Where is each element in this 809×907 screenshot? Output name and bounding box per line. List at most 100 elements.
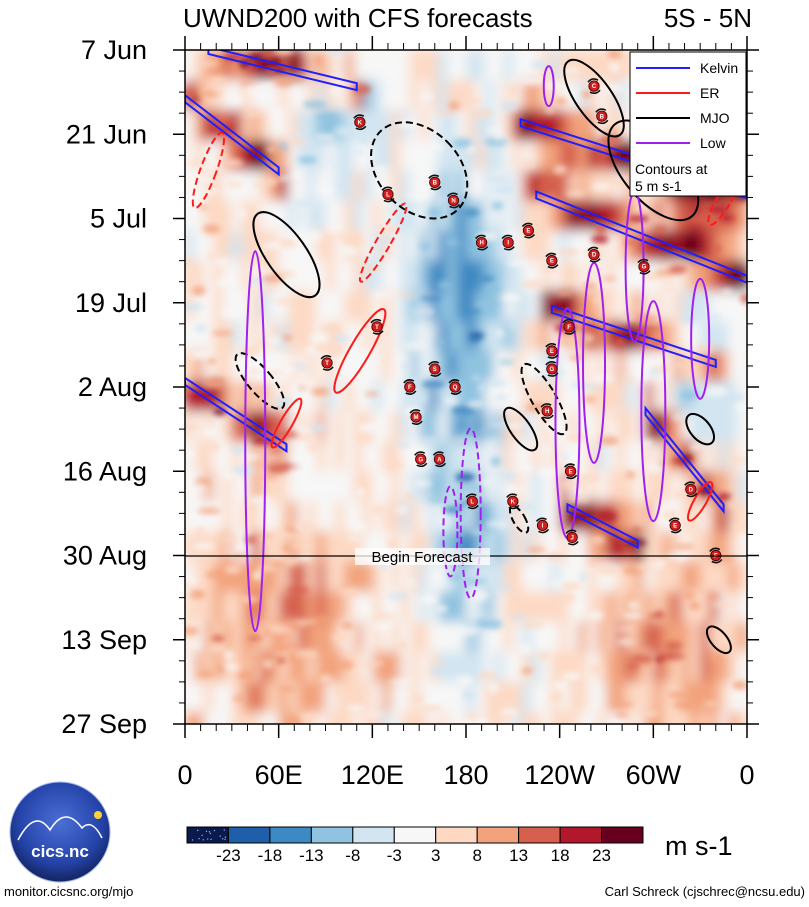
axes: 7 Jun 21 Jun 5 Jul 19 Jul 2 Aug 16 Aug 30 Aug 1… — [61, 35, 759, 790]
kelvin-contour — [550, 304, 717, 369]
chart-title: UWND200 with CFS forecasts — [183, 3, 533, 33]
cyclone-letter: D — [689, 487, 694, 493]
wind-field-detail-layer — [185, 50, 747, 724]
tropical-cyclone-marker: F — [562, 318, 576, 335]
tropical-cyclone-marker: K — [506, 493, 520, 510]
cyclone-letter: M — [414, 415, 419, 421]
kelvin-contour — [535, 189, 747, 284]
footer-author: Carl Schreck (cjschrec@ncsu.edu) — [605, 884, 805, 899]
colorbar-stipple — [191, 839, 194, 841]
cyclone-icon — [466, 495, 478, 507]
contour-note-line1: Contours at — [635, 161, 707, 177]
colorbar-units: m s-1 — [665, 831, 733, 861]
cyclone-icon — [546, 345, 558, 357]
colorbar-stipple — [197, 829, 199, 832]
low-contour — [690, 277, 711, 400]
cyclone-icon — [502, 236, 514, 249]
colorbar-label: 18 — [551, 846, 570, 865]
cyclone-icon — [321, 357, 333, 369]
tropical-cyclone-marker: I — [501, 234, 515, 251]
colorbar-label: -18 — [258, 846, 283, 865]
cyclone-icon — [685, 483, 697, 495]
cyclone-icon — [429, 176, 441, 188]
cyclone-letter: D — [592, 253, 597, 259]
legend-label: MJO — [700, 110, 730, 126]
legend-item-low: Low — [636, 135, 727, 151]
y-tick-label: 7 Jun — [81, 35, 147, 65]
cyclone-letter: I — [542, 524, 544, 530]
er-contour — [270, 397, 303, 449]
x-tick-label: 0 — [177, 760, 192, 790]
colorbar-stipple — [205, 830, 208, 833]
cyclone-icon — [596, 110, 608, 122]
colorbar-stipple — [209, 832, 212, 835]
mjo-contour — [520, 362, 568, 436]
tropical-cyclone-marker: D — [684, 481, 698, 498]
mjo-contour — [503, 406, 539, 452]
cyclone-letter: G — [642, 265, 647, 271]
cyclone-icon — [546, 363, 558, 375]
cyclone-letter: G — [550, 367, 555, 373]
cyclone-letter: A — [437, 457, 442, 463]
cyclone-icon — [476, 236, 488, 249]
x-tick-label: 120E — [341, 760, 404, 790]
er-contour — [358, 202, 408, 283]
cyclone-icon — [588, 249, 600, 261]
legend-label: Kelvin — [700, 60, 738, 76]
tropical-cyclone-marker: I — [535, 517, 550, 534]
cyclone-letter: E — [550, 259, 554, 265]
cyclone-letter: H — [479, 241, 483, 247]
cyclone-letter: Q — [453, 385, 458, 391]
legend-label: ER — [700, 85, 719, 101]
tropical-cyclone-marker: T — [370, 318, 384, 335]
colorbar-stipple — [222, 838, 224, 840]
logo-sun-icon — [94, 811, 102, 819]
cyclone-icon — [415, 453, 427, 465]
low-contour — [459, 427, 482, 600]
tropical-cyclone-marker: E — [563, 463, 578, 480]
colorbar-stipple — [223, 829, 225, 831]
cyclone-icon — [588, 80, 600, 92]
cyclone-letter: N — [451, 199, 455, 205]
low-contour — [442, 485, 459, 578]
colorbar-label: -8 — [345, 846, 360, 865]
tropical-cyclone-marker: B — [428, 174, 442, 191]
cyclone-letter: B — [433, 180, 438, 186]
cyclone-icon — [404, 381, 416, 393]
colorbar-swatch — [476, 826, 520, 844]
tropical-cyclone-marker: M — [409, 409, 423, 426]
begin-forecast-marker: Begin Forecast — [185, 548, 747, 566]
low-contour — [542, 65, 555, 108]
cyclone-icon — [546, 255, 558, 267]
cyclone-icon — [507, 495, 519, 507]
cyclone-letter: F — [567, 325, 571, 331]
cyclone-letter: B — [600, 114, 605, 120]
tropical-cyclone-marker: S — [428, 361, 442, 377]
y-tick-label: 30 Aug — [63, 541, 147, 571]
tropical-cyclone-marker: E — [521, 222, 536, 239]
colorbar-swatch — [393, 826, 437, 844]
x-tick-label: 0 — [739, 760, 754, 790]
er-contour — [333, 308, 387, 394]
begin-forecast-label: Begin Forecast — [372, 549, 474, 566]
cyclone-letter: J — [570, 536, 573, 542]
colorbar: -23 -18 -13 -8 -3 3 8 13 18 23 — [186, 826, 644, 865]
cyclone-icon — [541, 405, 553, 417]
colorbar-stipple — [198, 837, 200, 840]
colorbar-label: 23 — [592, 846, 611, 865]
tropical-cyclone-marker: J — [565, 529, 579, 546]
cyclone-icon — [669, 519, 681, 532]
cyclone-letter: I — [507, 241, 509, 247]
x-tick-label: 120W — [524, 760, 595, 790]
cyclone-letter: T — [375, 325, 379, 331]
kelvin-contour — [207, 50, 358, 92]
tropical-cyclone-marker: K — [353, 114, 367, 131]
cyclone-letter: E — [673, 524, 677, 530]
cyclone-icon — [449, 381, 461, 393]
x-tick-label: 60E — [255, 760, 303, 790]
colorbar-stipple — [206, 838, 209, 840]
tropical-cyclone-marker: H — [474, 234, 489, 251]
y-tick-label: 5 Jul — [90, 204, 147, 234]
colorbar-stipple — [210, 838, 212, 841]
